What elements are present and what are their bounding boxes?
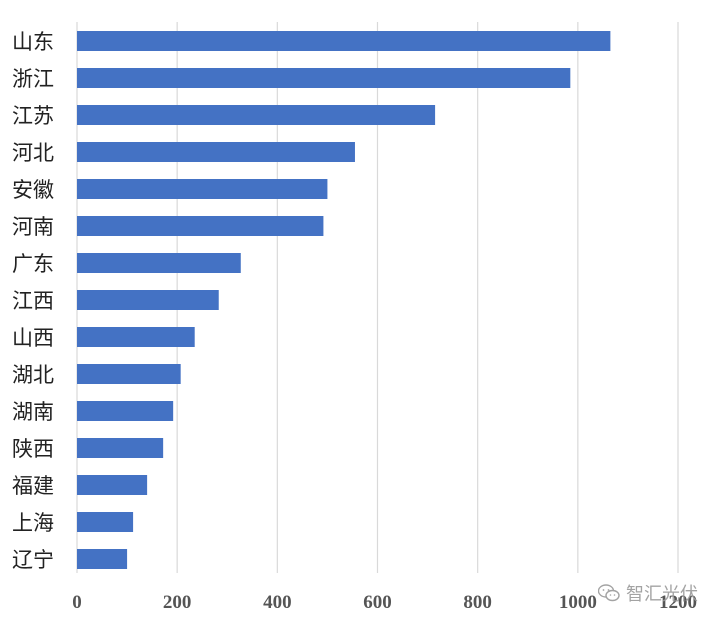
x-tick-label: 1000 <box>559 592 597 613</box>
bar <box>77 216 324 236</box>
category-label: 福建 <box>12 474 54 498</box>
bar <box>77 68 571 88</box>
bar <box>77 364 181 384</box>
category-label: 广东 <box>12 252 54 276</box>
bar <box>77 290 219 310</box>
category-label: 江苏 <box>12 104 54 128</box>
bar <box>77 475 148 495</box>
bar <box>77 512 134 532</box>
bar <box>77 327 195 347</box>
category-label: 上海 <box>12 511 54 535</box>
category-label: 安徽 <box>12 178 54 202</box>
watermark: 智汇光伏 <box>598 580 698 606</box>
bar <box>77 549 128 569</box>
bar <box>77 142 355 162</box>
wechat-icon <box>598 584 620 602</box>
category-label: 山西 <box>12 326 54 350</box>
x-tick-label: 200 <box>163 592 192 613</box>
category-label: 辽宁 <box>12 548 54 572</box>
category-label: 河北 <box>12 141 54 165</box>
category-label: 陕西 <box>12 437 54 461</box>
bar <box>77 253 241 273</box>
category-label: 山东 <box>12 30 54 54</box>
x-tick-label: 400 <box>263 592 292 613</box>
bar <box>77 31 611 51</box>
category-label: 江西 <box>12 289 54 313</box>
bar <box>77 401 174 421</box>
bar <box>77 179 328 199</box>
category-label: 浙江 <box>12 67 54 91</box>
category-label: 湖北 <box>12 363 54 387</box>
category-label: 河南 <box>12 215 54 239</box>
bar <box>77 105 436 125</box>
category-label: 湖南 <box>12 400 54 424</box>
x-tick-label: 1200 <box>659 592 697 613</box>
x-tick-labels: 0 200 400 600 800 1000 1200 <box>72 592 697 613</box>
bars <box>77 31 611 569</box>
x-tick-label: 0 <box>72 592 82 613</box>
watermark-text: 智汇光伏 <box>626 584 698 605</box>
x-tick-label: 800 <box>463 592 492 613</box>
x-tick-label: 600 <box>363 592 392 613</box>
bar <box>77 438 164 458</box>
